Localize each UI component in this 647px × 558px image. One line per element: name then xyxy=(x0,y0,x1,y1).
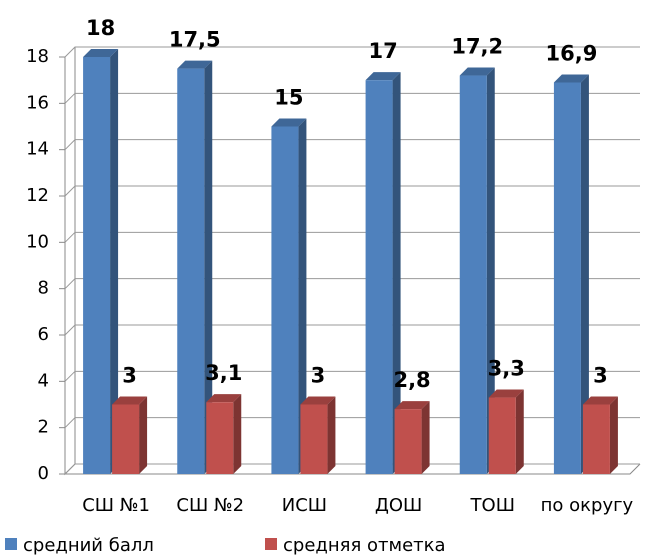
value-label: 3 xyxy=(122,364,137,388)
bar xyxy=(206,402,234,474)
x-tick-label: ДОШ xyxy=(375,495,422,516)
bar xyxy=(582,404,610,474)
x-tick-label: ИСШ xyxy=(282,495,327,516)
bar xyxy=(488,397,516,474)
y-tick-label: 10 xyxy=(26,231,49,252)
bar-top xyxy=(206,394,242,403)
bar-top xyxy=(553,74,589,83)
bar-top xyxy=(112,396,148,405)
value-label: 2,8 xyxy=(393,368,430,392)
y-tick-label: 6 xyxy=(38,324,49,345)
y-tick-label: 18 xyxy=(26,46,49,67)
grid-line xyxy=(64,463,640,475)
bar xyxy=(459,75,487,475)
grid-line xyxy=(64,139,640,151)
bar-side xyxy=(204,60,213,474)
bar xyxy=(271,126,299,474)
grid-line xyxy=(64,278,640,290)
grid-line xyxy=(64,231,640,243)
y-tick-label: 14 xyxy=(26,139,49,160)
y-tick-label: 2 xyxy=(38,417,49,438)
bar xyxy=(394,409,422,474)
bar xyxy=(365,80,393,475)
bar xyxy=(83,57,111,474)
bar-top xyxy=(459,67,495,76)
legend-swatch xyxy=(265,538,277,550)
bar-side xyxy=(515,389,524,474)
value-label: 17,5 xyxy=(169,28,221,52)
bar-top xyxy=(394,401,430,410)
grid-line xyxy=(64,185,640,197)
bar xyxy=(553,82,581,474)
grid-line xyxy=(64,46,640,58)
bar-side xyxy=(580,74,589,474)
bar-side xyxy=(421,401,430,474)
bar-side xyxy=(233,394,242,474)
x-tick-label: по округу xyxy=(541,495,634,516)
value-label: 3,3 xyxy=(488,357,525,381)
value-label: 3 xyxy=(593,364,608,388)
legend-swatch xyxy=(5,538,17,550)
bar xyxy=(300,404,328,474)
bar-top xyxy=(83,49,119,57)
y-tick-label: 8 xyxy=(38,278,49,299)
bar xyxy=(177,68,205,474)
bar-side xyxy=(327,396,336,474)
bar-side xyxy=(139,396,148,474)
x-tick-label: ТОШ xyxy=(470,495,515,516)
axis-wall xyxy=(64,47,76,476)
grid-line xyxy=(64,324,640,336)
bar-side xyxy=(110,49,119,474)
legend-label: средний балл xyxy=(23,535,154,556)
bar-top xyxy=(300,396,336,405)
x-tick-label: СШ №2 xyxy=(176,495,244,516)
value-label: 15 xyxy=(274,86,303,110)
bar-side xyxy=(392,72,401,475)
legend-label: средняя отметка xyxy=(283,535,446,556)
value-label: 16,9 xyxy=(546,41,598,65)
y-tick-label: 16 xyxy=(26,92,49,113)
value-label: 3 xyxy=(311,364,326,388)
y-tick-label: 4 xyxy=(38,370,49,391)
floor xyxy=(65,463,641,475)
value-label: 18 xyxy=(86,16,115,40)
bar-side xyxy=(486,67,495,475)
y-tick-label: 0 xyxy=(38,463,49,484)
bar-top xyxy=(488,389,524,398)
bar-top xyxy=(582,396,618,405)
grid-line xyxy=(64,92,640,104)
bar-side xyxy=(298,118,307,474)
value-label: 17 xyxy=(368,39,397,63)
value-label: 3,1 xyxy=(205,361,242,385)
y-tick-label: 12 xyxy=(26,185,49,206)
bar-top xyxy=(271,118,307,127)
grid-line xyxy=(64,417,640,429)
x-tick-label: СШ №1 xyxy=(82,495,150,516)
bar-top xyxy=(365,72,401,81)
value-label: 17,2 xyxy=(451,35,503,59)
grid-line xyxy=(64,370,640,382)
bar-top xyxy=(177,60,213,69)
bar xyxy=(112,404,140,474)
bar-side xyxy=(609,396,618,474)
